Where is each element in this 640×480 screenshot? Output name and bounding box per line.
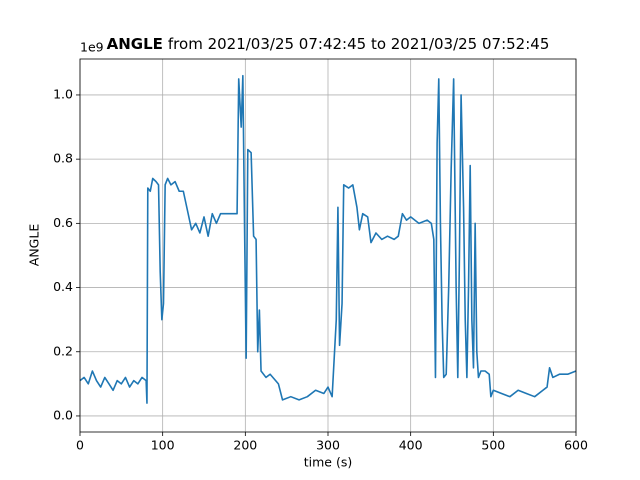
x-tick-label: 0 [76,438,84,453]
y-tick-label: 0.4 [53,279,73,294]
y-tick-label: 0.0 [53,407,73,422]
chart-title: ANGLE from 2021/03/25 07:42:45 to 2021/03… [107,35,550,53]
x-axis-label: time (s) [304,455,352,470]
title-rest: from 2021/03/25 07:42:45 to 2021/03/25 0… [168,35,549,53]
y-tick-label: 1.0 [53,86,73,101]
x-tick-label: 200 [233,438,257,453]
y-tick-label: 0.8 [53,151,73,166]
x-tick-label: 600 [564,438,588,453]
x-tick-label: 100 [151,438,175,453]
title-bold: ANGLE [107,35,163,53]
y-tick-label: 0.2 [53,343,73,358]
x-tick-label: 500 [481,438,505,453]
y-axis-label: ANGLE [27,224,42,267]
x-tick-label: 400 [399,438,423,453]
data-line [79,74,577,404]
plot-frame [79,58,577,433]
y-tick-label: 0.6 [53,215,73,230]
y-offset-text: 1e9 [80,40,104,55]
x-tick-label: 300 [316,438,340,453]
